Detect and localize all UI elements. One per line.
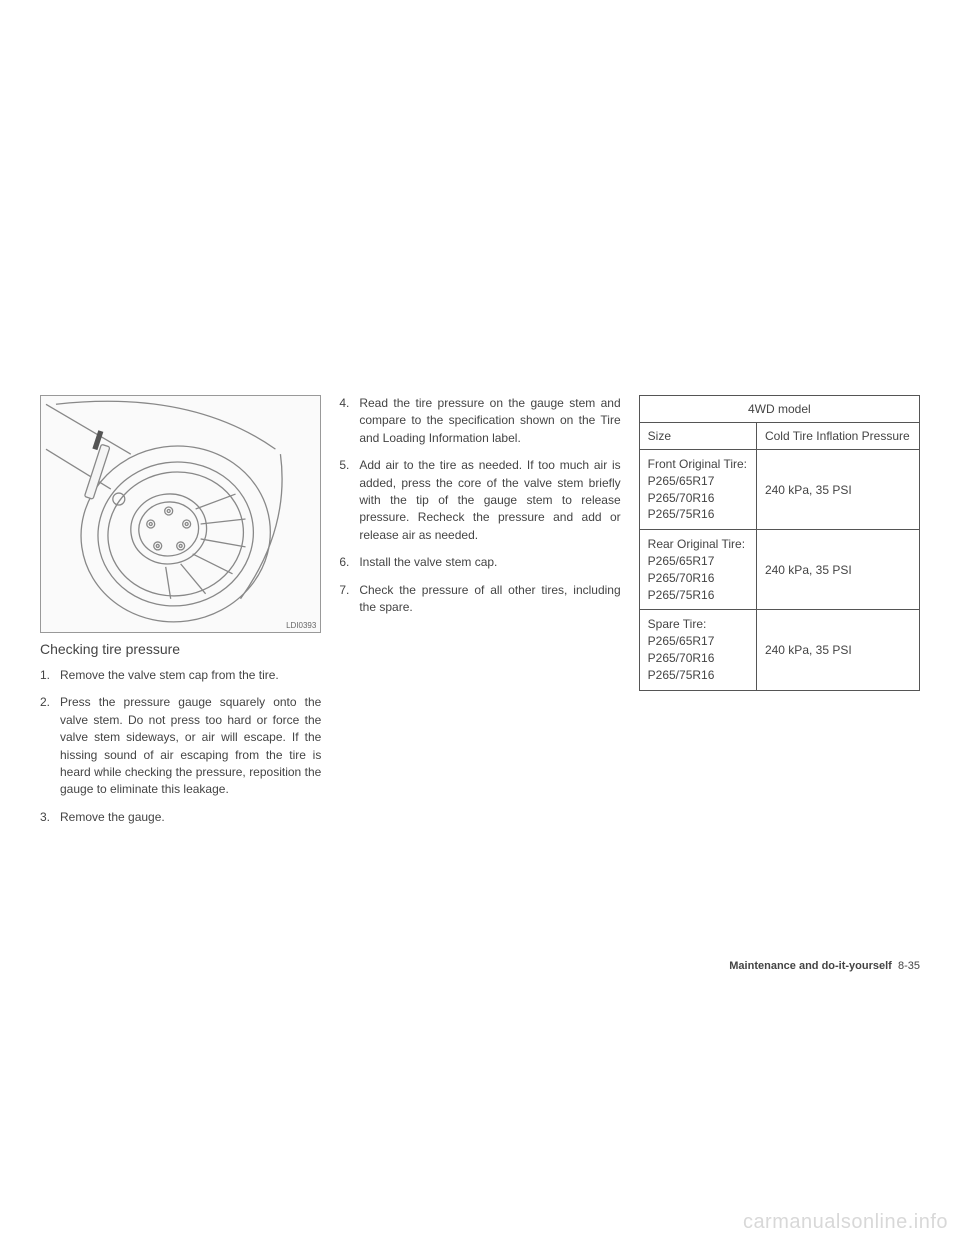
tire-pressure-table: 4WD model Size Cold Tire Inflation Press… [639,395,920,691]
step-text: Install the valve stem cap. [359,554,620,571]
table-title: 4WD model [639,396,919,423]
watermark: carmanualsonline.info [743,1211,948,1234]
step-text: Read the tire pressure on the gauge stem… [359,395,620,447]
list-item: 7. Check the pressure of all other tires… [339,582,620,617]
header-pressure: Cold Tire Inflation Pressure [756,423,919,450]
list-item: 6. Install the valve stem cap. [339,554,620,571]
table-row: Front Original Tire:P265/65R17P265/70R16… [639,450,919,530]
steps-list-1: 1. Remove the valve stem cap from the ti… [40,667,321,826]
table-row: Rear Original Tire:P265/65R17P265/70R16P… [639,530,919,610]
step-number: 6. [339,554,359,571]
page-footer: Maintenance and do-it-yourself 8-35 [729,960,920,972]
size-cell: Rear Original Tire:P265/65R17P265/70R16P… [639,530,756,610]
footer-page: 8-35 [898,960,920,972]
steps-list-2: 4. Read the tire pressure on the gauge s… [339,395,620,616]
page-content: LDI0393 Checking tire pressure 1. Remove… [40,395,920,836]
step-number: 1. [40,667,60,684]
header-size: Size [639,423,756,450]
step-number: 7. [339,582,359,617]
step-text: Remove the gauge. [60,809,321,826]
table-row: Spare Tire:P265/65R17P265/70R16P265/75R1… [639,610,919,690]
section-title: Checking tire pressure [40,641,321,657]
tire-figure: LDI0393 [40,395,321,633]
pressure-cell: 240 kPa, 35 PSI [756,530,919,610]
list-item: 1. Remove the valve stem cap from the ti… [40,667,321,684]
footer-section: Maintenance and do-it-yourself [729,960,892,972]
size-cell: Spare Tire:P265/65R17P265/70R16P265/75R1… [639,610,756,690]
size-cell: Front Original Tire:P265/65R17P265/70R16… [639,450,756,530]
table-title-row: 4WD model [639,396,919,423]
column-right: 4WD model Size Cold Tire Inflation Press… [639,395,920,836]
step-number: 2. [40,694,60,798]
step-number: 3. [40,809,60,826]
pressure-cell: 240 kPa, 35 PSI [756,450,919,530]
figure-label: LDI0393 [286,621,316,630]
table-header-row: Size Cold Tire Inflation Pressure [639,423,919,450]
column-middle: 4. Read the tire pressure on the gauge s… [339,395,620,836]
step-text: Remove the valve stem cap from the tire. [60,667,321,684]
tire-illustration [41,396,320,632]
step-text: Check the pressure of all other tires, i… [359,582,620,617]
list-item: 5. Add air to the tire as needed. If too… [339,457,620,544]
step-text: Add air to the tire as needed. If too mu… [359,457,620,544]
list-item: 4. Read the tire pressure on the gauge s… [339,395,620,447]
step-number: 5. [339,457,359,544]
column-left: LDI0393 Checking tire pressure 1. Remove… [40,395,321,836]
list-item: 2. Press the pressure gauge squarely ont… [40,694,321,798]
step-text: Press the pressure gauge squarely onto t… [60,694,321,798]
pressure-cell: 240 kPa, 35 PSI [756,610,919,690]
list-item: 3. Remove the gauge. [40,809,321,826]
step-number: 4. [339,395,359,447]
